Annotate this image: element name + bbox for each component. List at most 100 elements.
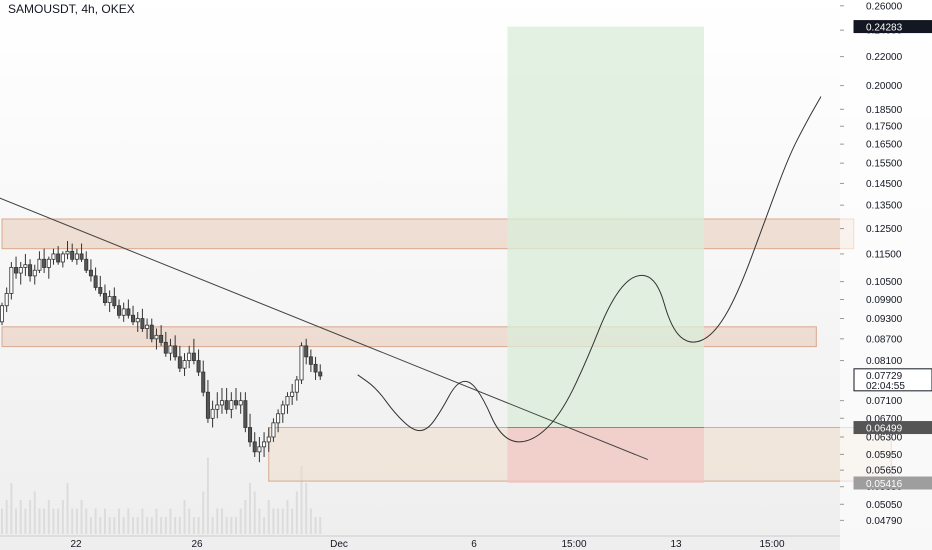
- time-tick-label: 6: [471, 539, 477, 550]
- volume-bar: [188, 508, 191, 534]
- volume-bar: [216, 508, 219, 534]
- volume-bar: [211, 517, 214, 534]
- candle: [9, 267, 14, 294]
- candle: [219, 400, 224, 406]
- candle: [107, 296, 112, 304]
- candle: [205, 391, 210, 419]
- candle: [299, 345, 304, 381]
- volume-bar: [80, 500, 83, 534]
- candle: [163, 341, 168, 354]
- volume-bar: [291, 508, 294, 534]
- volume-bar: [141, 508, 144, 534]
- candle: [308, 356, 313, 365]
- candle: [229, 400, 234, 410]
- volume-bar: [33, 491, 36, 534]
- candle: [285, 395, 290, 406]
- price-tick-label: 0.07100: [866, 396, 903, 407]
- volume-bar: [57, 508, 60, 534]
- price-tick-label: 0.09900: [866, 295, 903, 306]
- price-tick-label: 0.04790: [866, 516, 903, 527]
- candle: [238, 400, 243, 406]
- current-price-tag-label: 0.07729: [866, 371, 903, 382]
- candle: [18, 267, 23, 274]
- candle: [74, 253, 79, 260]
- candle: [262, 441, 267, 448]
- volume-bar: [253, 491, 256, 534]
- candle: [98, 287, 103, 294]
- candle: [266, 436, 271, 443]
- volume-bar: [19, 500, 22, 534]
- candle: [4, 293, 9, 307]
- time-tick-label: Dec: [330, 539, 348, 550]
- volume-bar: [43, 508, 46, 534]
- volume-bar: [178, 517, 181, 534]
- candle: [131, 314, 136, 323]
- volume-bar: [164, 517, 167, 534]
- entry-price-tag-bg: [853, 421, 932, 435]
- candle: [191, 352, 196, 361]
- candle: [271, 422, 276, 438]
- volume-bar: [61, 500, 64, 534]
- volume-bar: [263, 517, 266, 534]
- candle: [42, 258, 47, 268]
- volume-bar: [71, 508, 74, 534]
- volume-bar: [146, 517, 149, 534]
- volume-bar: [206, 457, 209, 534]
- volume-bar: [38, 508, 41, 534]
- candle: [243, 400, 248, 428]
- candle: [28, 264, 33, 277]
- volume-bar: [47, 500, 50, 534]
- volume-bar: [160, 517, 163, 534]
- price-tick-label: 0.20000: [866, 81, 903, 92]
- candle: [182, 360, 187, 369]
- candle: [88, 269, 93, 277]
- candle: [117, 305, 122, 316]
- candle: [65, 250, 70, 255]
- price-tick-label: 0.11500: [866, 249, 902, 260]
- candle: [290, 391, 295, 397]
- price-tick-label: 0.15500: [866, 159, 903, 170]
- volume-bar: [150, 517, 153, 534]
- candle: [233, 400, 238, 406]
- volume-bar: [225, 517, 228, 534]
- candle: [37, 258, 42, 271]
- price-tick-label: 0.26000: [866, 1, 903, 12]
- candle: [135, 318, 140, 323]
- candle: [60, 253, 65, 263]
- current-price-tag-bg: [853, 368, 932, 392]
- candle: [140, 318, 145, 329]
- volume-bar: [155, 508, 158, 534]
- volume-bar: [15, 508, 18, 534]
- candle: [187, 352, 192, 361]
- projection-path: [357, 96, 822, 443]
- volume-bar: [113, 517, 116, 534]
- candle: [276, 413, 281, 424]
- price-tick-label: 0.06300: [866, 433, 903, 444]
- volume-bar: [295, 491, 298, 534]
- current-price-tag-countdown: 02:04:55: [866, 381, 905, 392]
- volume-bar: [103, 508, 106, 534]
- candle: [93, 275, 98, 288]
- candle: [215, 404, 220, 410]
- volume-bar: [239, 508, 242, 534]
- candle: [248, 427, 253, 443]
- entry-price-tag-label: 0.06499: [866, 424, 903, 435]
- volume-bar: [244, 500, 247, 534]
- candle: [84, 258, 89, 271]
- candle: [159, 334, 164, 343]
- volume-bar: [85, 508, 88, 534]
- volume-bar: [183, 500, 186, 534]
- candle: [112, 296, 117, 307]
- volume-bar: [122, 517, 125, 534]
- volume-bar: [305, 483, 308, 534]
- candle: [126, 308, 131, 316]
- candle: [257, 446, 262, 453]
- candle: [177, 356, 182, 369]
- candle: [168, 345, 173, 354]
- volume-bar: [52, 508, 55, 534]
- volume-bar: [286, 500, 289, 534]
- stop-price-tag-label: 0.05416: [866, 479, 903, 490]
- price-tick-label: 0.05050: [866, 500, 903, 511]
- candle: [121, 308, 126, 316]
